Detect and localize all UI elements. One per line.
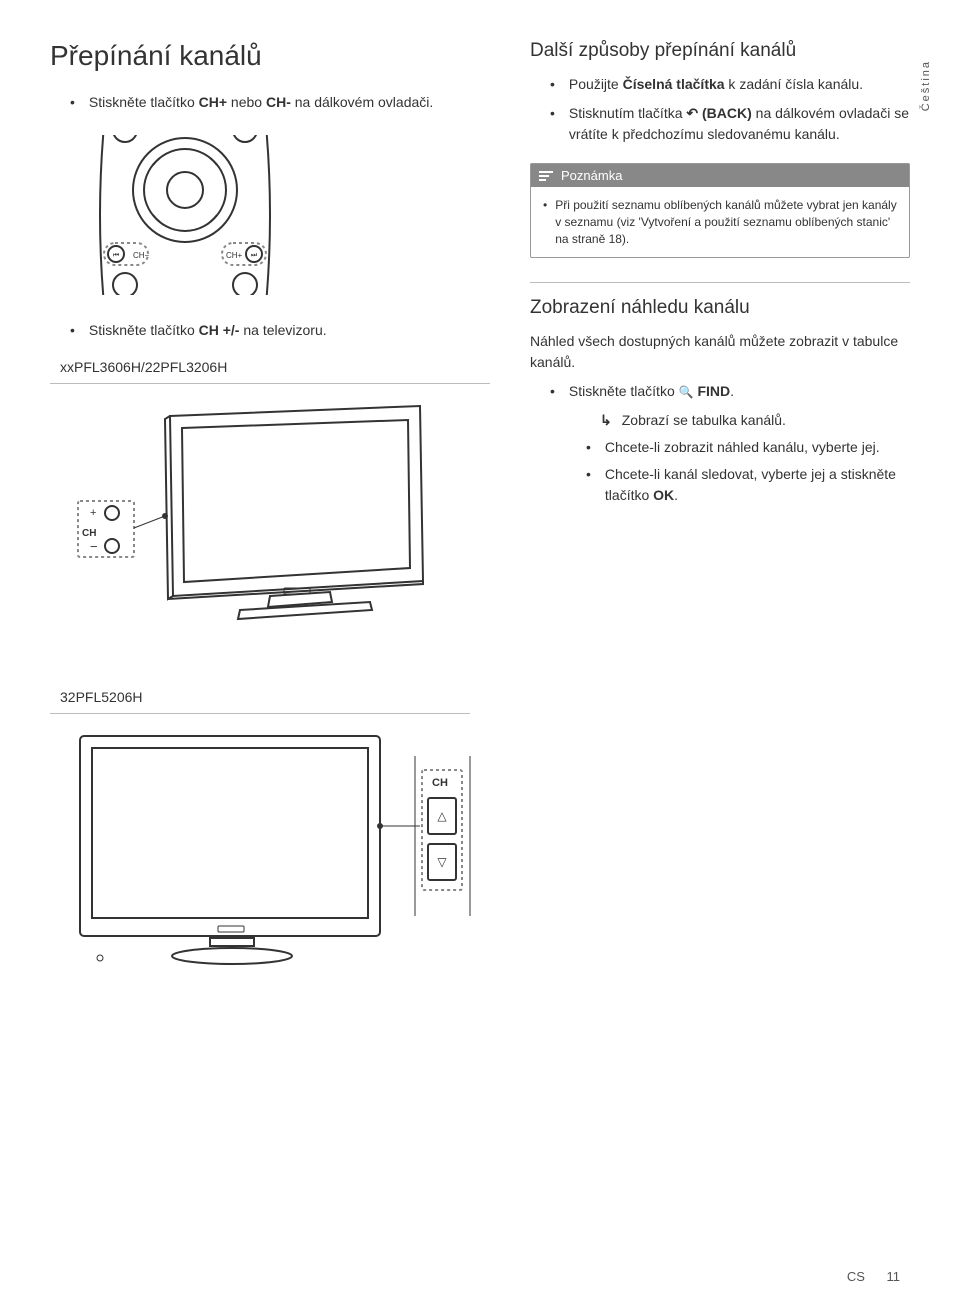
model-label-2: 32PFL5206H [50,683,470,714]
find-label: FIND [694,383,731,399]
text: Stiskněte tlačítko [89,322,199,338]
footer-page-number: 11 [887,1269,901,1284]
remote-ch-plus: CH+ [226,251,243,260]
remote-ch-minus: CH− [133,251,150,260]
footer-lang: CS [847,1269,865,1284]
heading-channel-preview: Zobrazení náhledu kanálu [530,297,910,319]
text: . [730,383,734,399]
text: Stisknutím tlačítka [569,105,686,121]
text: na televizoru. [239,322,326,338]
text: Stiskněte tlačítko [569,383,679,399]
back-label: (BACK) [698,105,752,121]
tv2-down: ▽ [437,855,447,869]
ch-plus-label: CH+ [199,94,227,110]
note-header: Poznámka [531,164,909,187]
language-side-tab: Čeština [920,60,932,111]
note-text: Při použití seznamu oblíbených kanálů mů… [543,197,897,247]
find-icon: 🔍 [679,385,694,399]
note-title: Poznámka [561,168,622,183]
left-column: Přepínání kanálů Stiskněte tlačítko CH+ … [50,40,490,991]
text: Použijte [569,76,623,92]
note-icon [539,171,553,181]
right-column: Další způsoby přepínání kanálů Použijte … [530,40,910,991]
tv1-plus: + [90,507,96,519]
bullet-remote-ch: Stiskněte tlačítko CH+ nebo CH- na dálko… [50,92,490,113]
text: k zadání čísla kanálu. [725,76,864,92]
text: Chcete-li zobrazit náhled kanálu, vybert… [605,437,880,458]
tv-figure-2: CH △ ▽ [70,726,490,986]
text: nebo [227,94,266,110]
bullet-select-watch: Chcete-li kanál sledovat, vyberte jej a … [530,464,910,506]
prev-track-icon: ⏮ [113,252,119,259]
tv1-minus: − [90,539,98,554]
remote-figure: CH− ⏮ CH+ ⏭ [70,135,300,295]
text: na dálkovém ovladači. [291,94,433,110]
next-track-icon: ⏭ [251,252,258,259]
bullet-find: Stiskněte tlačítko 🔍 FIND. [530,381,910,402]
number-keys-label: Číselná tlačítka [623,76,725,92]
tv-figure-1: + CH − [70,396,430,626]
text: Chcete-li kanál sledovat, vyberte jej a … [605,466,896,503]
bullet-tv-ch: Stiskněte tlačítko CH +/- na televizoru. [50,320,490,341]
note-box: Poznámka Při použití seznamu oblíbených … [530,163,910,258]
ch-minus-label: CH- [266,94,291,110]
tv2-ch-label: CH [432,777,448,789]
page-footer: CS 11 [847,1269,900,1284]
tv1-ch-label: CH [82,528,96,539]
result-text: Zobrazí se tabulka kanálů. [622,410,786,431]
result-arrow: Zobrazí se tabulka kanálů. [530,410,910,431]
note-body-text: Při použití seznamu oblíbených kanálů mů… [555,197,897,247]
preview-paragraph: Náhled všech dostupných kanálů můžete zo… [530,331,910,373]
ok-label: OK [653,487,674,503]
text: . [674,487,678,503]
model-label-1: xxPFL3606H/22PFL3206H [50,353,490,384]
tv2-up: △ [437,809,447,823]
back-icon: ↶ [686,105,698,121]
heading-channel-switching: Přepínání kanálů [50,40,490,72]
bullet-select-preview: Chcete-li zobrazit náhled kanálu, vybert… [530,437,910,458]
bullet-back: Stisknutím tlačítka ↶ (BACK) na dálkovém… [530,103,910,145]
ch-plusminus-label: CH +/- [199,322,240,338]
text: Stiskněte tlačítko [89,94,199,110]
bullet-number-keys: Použijte Číselná tlačítka k zadání čísla… [530,74,910,95]
heading-other-ways: Další způsoby přepínání kanálů [530,40,910,62]
